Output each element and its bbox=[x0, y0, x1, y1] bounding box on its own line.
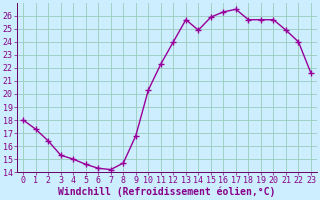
X-axis label: Windchill (Refroidissement éolien,°C): Windchill (Refroidissement éolien,°C) bbox=[58, 187, 276, 197]
